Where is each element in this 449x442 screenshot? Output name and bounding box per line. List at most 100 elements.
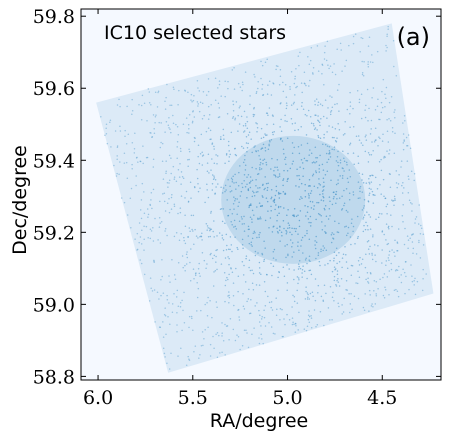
star-point — [242, 147, 245, 149]
star-point — [286, 282, 289, 284]
star-point — [250, 299, 252, 301]
star-point — [173, 293, 175, 295]
star-point — [229, 153, 231, 156]
star-point — [254, 76, 256, 78]
star-point — [192, 99, 195, 102]
star-point — [201, 151, 203, 154]
star-point — [209, 355, 212, 357]
star-point — [231, 213, 234, 215]
star-point — [333, 148, 335, 151]
star-point — [206, 314, 209, 317]
star-point — [300, 182, 303, 185]
star-point — [361, 71, 364, 74]
star-point — [161, 275, 163, 278]
star-point — [192, 329, 194, 331]
star-point — [360, 263, 363, 265]
star-point — [228, 156, 231, 158]
star-point — [253, 230, 256, 233]
star-point — [368, 253, 371, 255]
star-point — [315, 170, 317, 172]
star-point — [232, 328, 235, 331]
star-point — [281, 140, 284, 142]
star-point — [286, 264, 288, 266]
star-point — [166, 202, 169, 205]
star-point — [225, 154, 228, 156]
star-point — [257, 187, 259, 189]
star-point — [178, 176, 181, 178]
star-point — [183, 322, 186, 324]
star-point — [308, 197, 310, 199]
star-point — [368, 36, 371, 38]
star-point — [406, 235, 409, 237]
star-point — [228, 160, 230, 162]
star-point — [159, 222, 161, 224]
star-point — [338, 83, 340, 86]
star-point — [297, 277, 300, 279]
star-point — [301, 91, 303, 94]
star-point — [367, 61, 369, 63]
star-point — [195, 272, 197, 274]
star-point — [261, 88, 263, 90]
star-point — [366, 241, 369, 243]
star-point — [267, 182, 269, 184]
star-point — [258, 234, 260, 236]
star-point — [234, 153, 237, 156]
star-point — [307, 318, 310, 321]
star-point — [319, 193, 321, 196]
star-point — [343, 204, 345, 207]
star-point — [394, 255, 396, 257]
star-point — [328, 196, 331, 198]
star-point — [333, 233, 335, 236]
star-point — [191, 120, 194, 123]
star-point — [272, 251, 275, 253]
star-point — [188, 150, 191, 153]
star-point — [140, 119, 143, 121]
star-point — [217, 87, 219, 89]
star-point — [367, 161, 370, 163]
star-point — [285, 96, 288, 98]
star-point — [243, 230, 246, 232]
star-point — [387, 257, 390, 259]
star-point — [152, 240, 155, 242]
star-point — [213, 236, 215, 238]
star-point — [234, 236, 236, 238]
star-point — [240, 216, 243, 218]
star-point — [253, 327, 255, 329]
star-point — [403, 271, 406, 274]
star-point — [395, 268, 398, 271]
star-point — [235, 181, 237, 184]
star-point — [291, 122, 294, 125]
star-point — [369, 228, 372, 230]
star-point — [275, 314, 278, 317]
star-point — [393, 289, 396, 291]
star-point — [275, 189, 278, 192]
star-point — [315, 98, 318, 100]
star-point — [209, 235, 212, 238]
star-point — [355, 282, 357, 284]
star-point — [402, 122, 404, 124]
star-point — [419, 257, 422, 259]
star-point — [234, 225, 237, 228]
star-point — [238, 201, 240, 203]
star-point — [225, 249, 228, 251]
star-point — [145, 156, 148, 159]
star-point — [393, 195, 396, 198]
star-point — [278, 229, 281, 232]
star-point — [224, 95, 226, 98]
star-point — [338, 285, 341, 287]
star-point — [329, 113, 332, 116]
star-point — [373, 244, 376, 246]
star-point — [180, 183, 182, 185]
star-point — [237, 82, 240, 85]
star-point — [322, 196, 325, 199]
star-point — [308, 298, 311, 300]
star-point — [241, 223, 244, 225]
star-point — [322, 195, 324, 198]
star-point — [298, 311, 300, 314]
star-point — [105, 123, 108, 126]
star-point — [319, 124, 321, 127]
star-point — [353, 295, 356, 298]
star-point — [336, 231, 339, 233]
star-point — [224, 222, 226, 224]
star-point — [310, 207, 313, 209]
